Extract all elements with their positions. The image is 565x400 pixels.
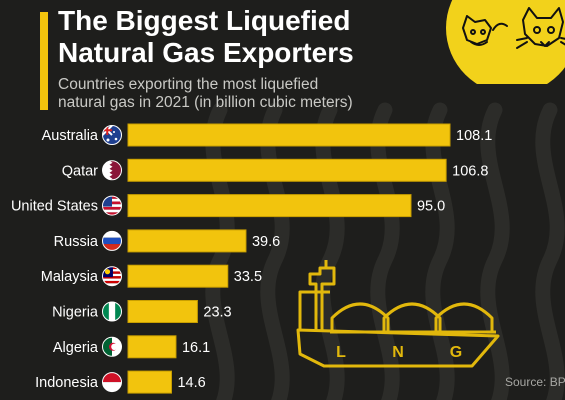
title-line-2: Natural Gas Exporters	[58, 37, 354, 68]
bar-row: Qatar 106.8	[62, 158, 488, 182]
chart-subtitle: Countries exporting the most liquefied n…	[58, 76, 438, 112]
lng-tank-2	[382, 302, 442, 334]
nigeria-flag	[102, 301, 122, 322]
category-label: United States	[11, 199, 98, 215]
subtitle-line-1: Countries exporting the most liquefied	[58, 76, 319, 93]
malaysia-flag	[102, 266, 122, 287]
lng-tank-1	[330, 302, 390, 334]
bar-row: Russia 39.6	[54, 229, 280, 253]
title-accent-bar	[40, 12, 48, 110]
value-label: 14.6	[177, 375, 205, 391]
category-label: Nigeria	[52, 305, 99, 321]
bar	[127, 300, 198, 323]
value-label: 106.8	[452, 163, 488, 179]
qatar-flag	[102, 160, 122, 181]
category-label: Malaysia	[41, 269, 99, 285]
ship-letter-g: G	[450, 344, 462, 361]
value-label: 108.1	[456, 128, 492, 144]
chart-title: The Biggest Liquefied Natural Gas Export…	[58, 5, 458, 69]
bar-row: United States 95.0	[11, 194, 445, 218]
statista-cat-logo	[446, 0, 565, 84]
source-note: Source: BP	[505, 375, 565, 389]
bar-row: Indonesia 14.6	[35, 370, 206, 394]
ship-letter-l: L	[336, 344, 346, 361]
russia-flag	[102, 230, 122, 251]
lng-tank-3	[434, 302, 494, 334]
bar-row: Malaysia 33.5	[41, 264, 262, 288]
lng-tanker-ship-illustration: L N G	[296, 260, 500, 368]
bar	[127, 264, 229, 288]
category-label: Russia	[54, 234, 99, 250]
usa-flag	[102, 195, 122, 216]
category-label: Indonesia	[35, 375, 99, 391]
australia-flag	[102, 125, 122, 145]
indonesia-flag	[102, 372, 122, 393]
bar-row: Australia 108.1	[42, 123, 492, 147]
value-label: 95.0	[417, 199, 445, 215]
value-label: 39.6	[252, 234, 280, 250]
category-label: Australia	[42, 128, 99, 144]
bar	[127, 158, 447, 182]
bar	[127, 335, 177, 359]
ship-letter-n: N	[392, 344, 404, 361]
ship-hull	[296, 328, 500, 368]
value-label: 23.3	[203, 305, 231, 321]
title-line-1: The Biggest Liquefied	[58, 5, 351, 36]
bar	[127, 123, 451, 147]
bar-row: Algeria 16.1	[53, 335, 210, 359]
category-label: Qatar	[62, 163, 98, 179]
bar-row: Nigeria 23.3	[52, 300, 232, 323]
ship-bridge	[298, 290, 330, 330]
bar	[127, 229, 247, 253]
value-label: 33.5	[234, 269, 262, 285]
ship-tower	[308, 266, 336, 332]
category-label: Algeria	[53, 340, 99, 356]
value-label: 16.1	[182, 340, 210, 356]
algeria-flag	[102, 336, 122, 357]
bar	[127, 370, 172, 394]
subtitle-line-2: natural gas in 2021 (in billion cubic me…	[58, 94, 353, 111]
bar	[127, 194, 412, 218]
